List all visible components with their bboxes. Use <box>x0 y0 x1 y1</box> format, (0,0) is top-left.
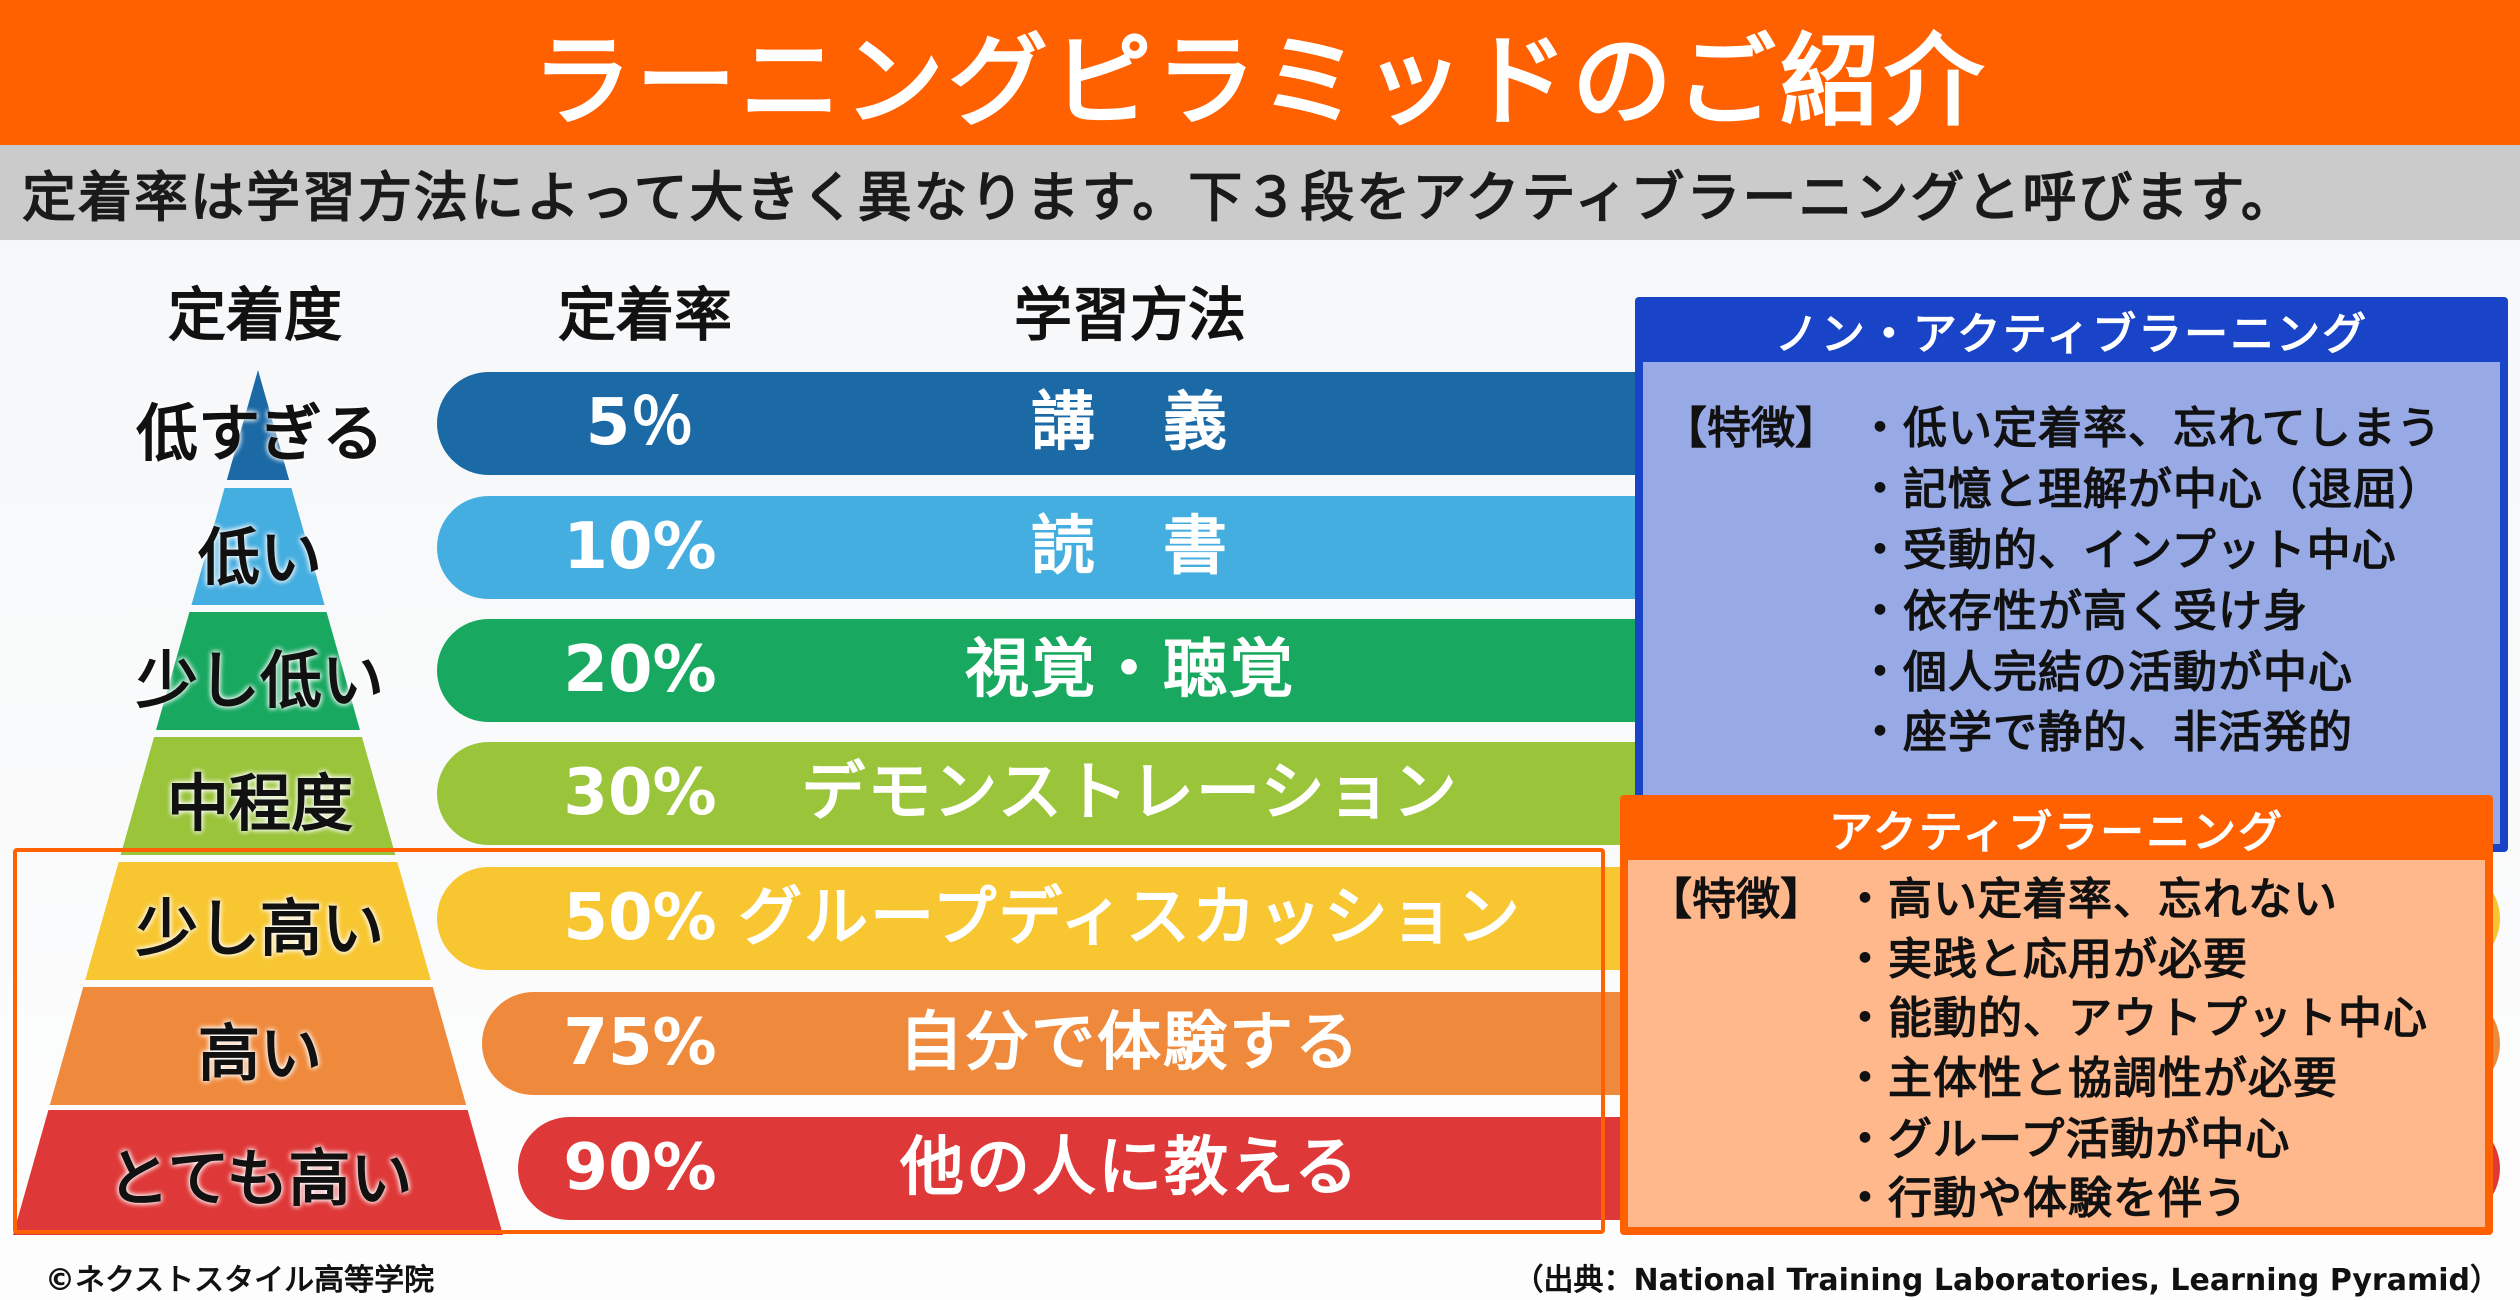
pyramid-tier <box>13 1110 503 1235</box>
feature-item: ・依存性が高く受け身 <box>1858 586 2308 637</box>
column-header-rate: 定着率 <box>557 281 733 349</box>
learning-method: 自分で体験する <box>899 1006 1361 1080</box>
pyramid-tier <box>49 987 467 1105</box>
feature-label: 【特徴】 <box>1648 874 1824 925</box>
retention-level: 低い <box>197 521 322 594</box>
pyramid-tier <box>191 488 325 605</box>
active-learning-outline <box>13 848 1605 1234</box>
retention-level: とても高い <box>107 1142 413 1215</box>
learning-method: デモンストレーション <box>801 756 1459 830</box>
feature-item: ・座学で静的、非活発的 <box>1858 707 2353 758</box>
retention-rate: 10% <box>563 510 717 584</box>
feature-item: ・グループ活動が中心 <box>1843 1114 2291 1165</box>
retention-level: 少し高い <box>135 892 384 965</box>
non-active-panel-title: ノン・アクティブラーニング <box>1774 308 2369 360</box>
retention-level: 高い <box>197 1017 322 1090</box>
active-learning-panel: アクティブラーニング 【特徴】 ・高い定着率、忘れない ・実践と応用が必要・能動的、… <box>1620 795 2493 1235</box>
feature-item: ・実践と応用が必要 <box>1843 934 2248 985</box>
feature-item: ・高い定着率、忘れない <box>1843 874 2338 925</box>
active-panel-title: アクティブラーニング <box>1828 806 2285 858</box>
retention-rate: 5％ <box>585 386 695 460</box>
feature-item: ・受動的、インプット中心 <box>1858 525 2397 576</box>
pyramid-tier <box>226 370 290 480</box>
retention-rate: 20% <box>563 633 717 707</box>
feature-item: ・記憶と理解が中心（退屈） <box>1858 464 2443 515</box>
feature-item: ・低い定着率、忘れてしまう <box>1858 403 2442 454</box>
retention-rate: 90% <box>563 1131 717 1205</box>
retention-level: 中程度 <box>166 767 353 840</box>
pyramid-tier <box>85 862 431 980</box>
feature-item: ・能動的、アウトプット中心 <box>1843 993 2428 1044</box>
pyramid-tier <box>120 737 396 855</box>
learning-method: 他の人に教える <box>899 1131 1361 1205</box>
page-subtitle: 定着率は学習方法によって大きく異なります。下３段をアクティブラーニングと呼びます… <box>0 145 2520 240</box>
pyramid-tier <box>156 612 360 730</box>
non-active-learning-panel: ノン・アクティブラーニング 【特徴】 ・低い定着率、忘れてしまう ・記憶と理解が中心… <box>1635 297 2508 852</box>
retention-rate: 75% <box>563 1006 717 1080</box>
learning-method: 講 義 <box>1031 386 1229 460</box>
learning-method: 読 書 <box>1031 510 1229 584</box>
page-title: ラーニングピラミッドのご紹介 <box>0 0 2520 145</box>
feature-item: ・行動や体験を伴う <box>1843 1173 2248 1224</box>
column-header-method: 学習方法 <box>1013 281 1247 349</box>
learning-method: グループディスカッション <box>738 881 1522 955</box>
retention-level: 低すぎる <box>135 397 384 470</box>
retention-rate: 50% <box>563 881 717 955</box>
retention-rate: 30% <box>563 756 717 830</box>
feature-item: ・主体性と協調性が必要 <box>1843 1053 2338 1104</box>
copyright: ©ネクストスタイル高等学院 <box>45 1263 435 1298</box>
learning-method: 視覚・聴覚 <box>965 633 1295 707</box>
learning-pyramid <box>13 370 503 1235</box>
feature-label: 【特徴】 <box>1663 403 1839 454</box>
column-header-level: 定着度 <box>167 281 343 349</box>
source-citation: （出典：National Training Laboratories, Lear… <box>1513 1263 2500 1298</box>
retention-level: 少し低い <box>135 644 384 717</box>
feature-item: ・個人完結の活動が中心 <box>1858 647 2353 698</box>
